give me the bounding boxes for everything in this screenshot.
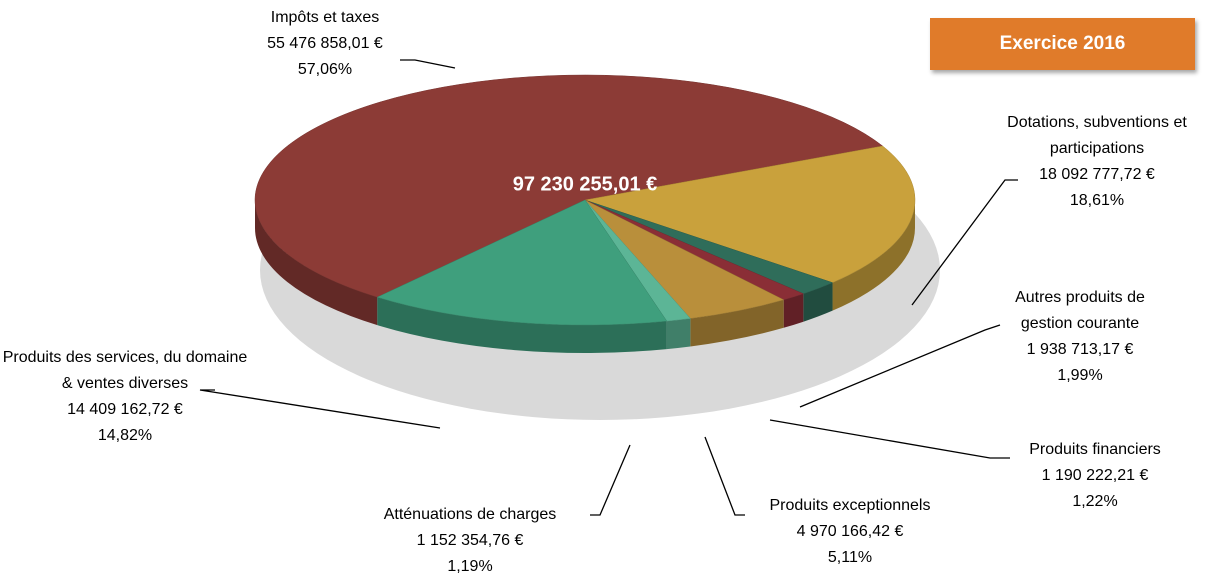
- label-name: Produits des services, du domaine & vent…: [2, 349, 248, 392]
- leader-line: [799, 324, 1001, 408]
- label-name: Impôts et taxes: [270, 9, 380, 26]
- slice: [584, 145, 916, 283]
- leader-line: [590, 444, 631, 516]
- slice-label: Produits exceptionnels 4 970 166,42 € 5,11…: [740, 493, 960, 571]
- slice-label: Dotations, subventions et participations…: [997, 110, 1197, 214]
- label-name: Autres produits de gestion courante: [1015, 289, 1145, 332]
- slice-side: [666, 318, 691, 350]
- label-amount: 1 152 354,76 €: [416, 532, 524, 549]
- slice-side: [832, 200, 915, 311]
- label-percent: 1,22%: [1072, 493, 1118, 510]
- label-percent: 1,19%: [447, 558, 493, 575]
- leader-line: [400, 59, 456, 69]
- slice: [376, 199, 668, 326]
- leader-lines: [199, 59, 1018, 516]
- label-name: Produits financiers: [1029, 441, 1161, 458]
- slice-side: [803, 282, 833, 322]
- leader-line: [911, 179, 1018, 306]
- label-percent: 1,99%: [1057, 367, 1103, 384]
- label-name: Produits exceptionnels: [769, 497, 931, 514]
- total-label: 97 230 255,01 €: [513, 173, 658, 195]
- label-amount: 55 476 858,01 €: [267, 35, 383, 52]
- slice-side: [377, 297, 667, 353]
- slice-side: [255, 200, 378, 326]
- label-amount: 4 970 166,42 €: [796, 523, 904, 540]
- slice: [254, 74, 884, 298]
- label-name: Atténuations de charges: [383, 506, 557, 523]
- label-percent: 5,11%: [827, 549, 873, 566]
- slice-label: Produits des services, du domaine & vent…: [0, 345, 250, 449]
- label-amount: 18 092 777,72 €: [1039, 166, 1155, 183]
- leader-line: [769, 419, 1010, 459]
- slice-label: Autres produits de gestion courante 1 938…: [990, 285, 1170, 389]
- label-amount: 1 190 222,21 €: [1041, 467, 1149, 484]
- pie: [254, 74, 916, 353]
- label-percent: 18,61%: [1069, 192, 1125, 209]
- label-amount: 1 938 713,17 €: [1026, 341, 1134, 358]
- slice-side: [783, 293, 804, 328]
- slice-label: Atténuations de charges 1 152 354,76 € 1,1…: [360, 502, 580, 580]
- slice-label: Produits financiers 1 190 222,21 € 1,22%: [995, 437, 1195, 515]
- year-badge: Exercice 2016: [930, 18, 1195, 70]
- leader-line: [704, 436, 745, 516]
- slice-side: [690, 299, 784, 347]
- slice-label: Impôts et taxes 55 476 858,01 € 57,06%: [225, 5, 425, 83]
- label-percent: 57,06%: [297, 61, 353, 78]
- label-amount: 14 409 162,72 €: [67, 401, 183, 418]
- leader-line: [199, 389, 441, 429]
- label-percent: 14,82%: [97, 427, 153, 444]
- label-name: Dotations, subventions et participations: [1007, 114, 1187, 157]
